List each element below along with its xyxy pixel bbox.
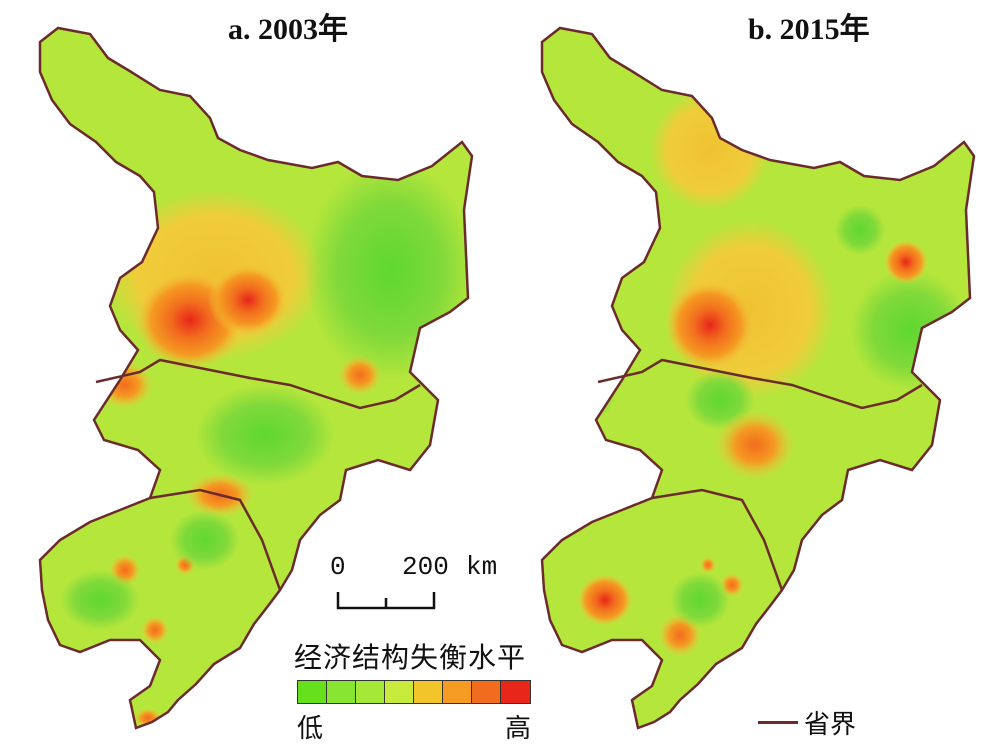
legend-high-label: 高 (505, 714, 532, 744)
scale-bar (336, 592, 436, 610)
map-title-2003: a. 2003年 (228, 13, 348, 46)
legend-title: 经济结构失衡水平 (294, 641, 527, 674)
map-2003 (38, 26, 474, 730)
boundary-line-symbol (758, 721, 798, 724)
legend-swatch-5 (414, 681, 443, 703)
legend-color-ramp (297, 680, 531, 704)
map-2015 (540, 26, 976, 730)
legend-swatch-6 (443, 681, 472, 703)
legend-swatch-2 (327, 681, 356, 703)
legend-low-label: 低 (297, 714, 324, 744)
scale-distance-label: 200 (402, 552, 449, 582)
legend-swatch-3 (356, 681, 385, 703)
legend-swatch-7 (472, 681, 501, 703)
boundary-legend: 省界 (758, 704, 856, 741)
boundary-legend-label: 省界 (804, 710, 857, 740)
scale-unit-label: km (466, 552, 498, 582)
legend-swatch-1 (298, 681, 327, 703)
map-title-2015: b. 2015年 (748, 13, 870, 46)
legend-swatch-8 (501, 681, 530, 703)
scale-zero-label: 0 (330, 552, 346, 582)
legend-swatch-4 (385, 681, 414, 703)
